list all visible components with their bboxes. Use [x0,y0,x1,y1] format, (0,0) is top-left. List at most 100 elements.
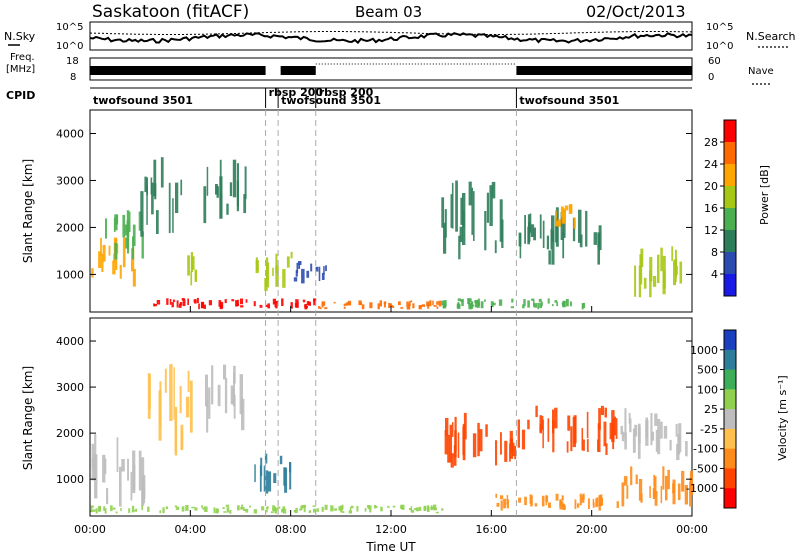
velocity-region-7 [495,493,619,511]
velocity-colorbar-tick-0: 1000 [690,344,718,357]
freq-bars [90,63,692,75]
velocity-colorbar-tick-5: -100 [693,443,718,456]
velocity-colorbar-swatch-2 [724,369,736,390]
power-colorbar-label: Power [dB] [758,165,771,225]
velocity-region-9 [620,408,688,461]
beam-label: Beam 03 [355,3,422,21]
power-colorbar-tick-6: 28 [704,136,718,149]
cpid-segment-1: rbsp 200 [269,86,324,99]
power-colorbar-swatch-1 [724,142,736,165]
velocity-colorbar-swatch-8 [724,488,736,509]
velocity-colorbar-swatch-0 [724,330,736,351]
velocity-colorbar-swatch-5 [724,428,736,450]
power-colorbar-swatch-7 [724,274,736,297]
velocity-ytick-label-1: 2000 [56,427,84,440]
velocity-region-4 [90,504,444,514]
freq-panel: Freq. [MHz] 18 8 60 0 Nave [6,52,774,85]
velocity-ytick-label-0: 1000 [56,473,84,486]
velocity-colorbar-tick-3: 25 [704,403,718,416]
power-colorbar-tick-2: 12 [704,224,718,237]
power-colorbar-tick-4: 20 [704,180,718,193]
freq-tick-top: 18 [66,56,79,67]
power-colorbar-tick-5: 24 [704,158,718,171]
nsearch-tick-bottom: 10^0 [706,41,733,52]
power-ytick-label-3: 4000 [56,127,84,140]
velocity-colorbar-swatch-3 [724,389,736,410]
power-region-13 [634,246,683,298]
power-colorbar-tick-3: 16 [704,202,718,215]
nsky-tick-top: 10^5 [56,22,83,33]
figure-title: Saskatoon (fitACF) [92,2,249,22]
velocity-ytick-label-2: 3000 [56,381,84,394]
xtick-label-6: 00:00 [676,523,708,536]
freq-tick-bottom: 8 [70,72,76,83]
power-region-11 [518,207,602,265]
velocity-colorbar-tick-2: 100 [697,383,718,396]
velocity-region-8 [621,466,694,507]
power-colorbar-swatch-3 [724,186,736,209]
xtick-label-0: 00:00 [74,523,106,536]
freq-band-2 [516,66,692,75]
nsky-series [89,32,693,45]
nave-tick-top: 60 [708,56,721,67]
freq-band-1 [280,66,316,75]
power-panel-frame [89,109,693,313]
freq-unit-label: [MHz] [6,64,35,75]
power-region-3 [187,252,197,286]
power-region-8 [441,298,586,310]
velocity-colorbar-tick-7: -1000 [686,482,718,495]
velocity-colorbar-tick-1: 500 [697,364,718,377]
power-colorbar-swatch-6 [724,252,736,275]
freq-band-0 [90,66,266,75]
xtick-label-4: 16:00 [475,523,507,536]
power-ytick-label-0: 1000 [56,268,84,281]
velocity-colorbar-tick-6: -500 [693,462,718,475]
velocity-region-0 [91,434,146,507]
velocity-colorbar-swatch-7 [724,468,736,489]
power-region-2 [140,157,183,237]
xtick-label-5: 20:00 [576,523,608,536]
power-colorbar-swatch-2 [724,164,736,187]
power-colorbar-tick-0: 4 [711,268,718,281]
velocity-colorbar-tick-4: -25 [700,423,718,436]
power-region-9 [293,261,327,284]
nsearch-series [89,31,692,35]
xtick-label-3: 12:00 [375,523,407,536]
date-label: 02/Oct/2013 [586,2,686,21]
velocity-panel-group: 1000 2000 3000 4000 Slant Range [km] 1000 50… [21,306,789,554]
cpid-label: CPID [6,89,35,102]
power-colorbar-swatch-5 [724,230,736,253]
nsearch-tick-top: 10^5 [706,22,733,33]
cpid-segment-0: twofsound 3501 [93,94,193,107]
velocity-ylabel: Slant Range [km] [21,366,35,470]
cpid-segment-4: twofsound 3501 [519,94,619,107]
velocity-colorbar-swatch-4 [724,409,736,430]
power-region-6 [153,297,317,310]
cpid-segment-3: rbsp 200 [319,86,374,99]
velocity-ytick-label-3: 4000 [56,335,84,348]
velocity-panel-frame [89,317,693,517]
power-region-4 [203,159,247,224]
velocity-region-2 [205,364,245,433]
nsky-tick-bottom: 10^0 [56,41,83,52]
velocity-colorbar-swatch-1 [724,349,736,371]
power-region-10 [441,180,504,260]
velocity-region-6 [517,405,618,455]
nsky-panel: N.Sky 10^5 10^0 10^5 10^0 N.Search [4,21,796,52]
power-colorbar-swatch-4 [724,208,736,231]
nave-label: Nave [748,66,774,77]
cpid-segment-2: twofsound 3501 [281,94,381,107]
velocity-region-5 [444,412,517,468]
power-region-12 [555,204,576,229]
nsky-label: N.Sky [4,30,36,43]
velocity-region-1 [147,364,193,456]
xtick-label-2: 08:00 [275,523,307,536]
velocity-region-3 [254,453,292,494]
freq-label: Freq. [10,52,35,63]
xtick-label-1: 04:00 [174,523,206,536]
x-axis-label: Time UT [365,540,416,554]
power-colorbar-swatch-0 [724,120,736,143]
power-colorbar-tick-1: 8 [711,246,718,259]
